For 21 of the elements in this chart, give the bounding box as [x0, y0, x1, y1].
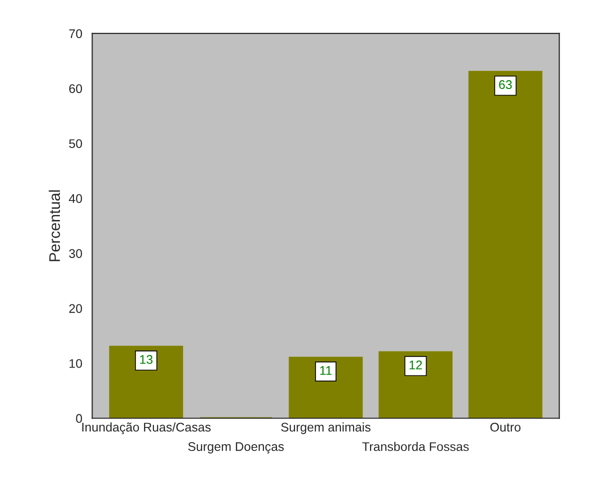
y-tick-label: 40	[68, 194, 82, 204]
y-tick-label: 70	[69, 29, 82, 38]
y-tick-label: 50	[69, 139, 82, 148]
bar	[468, 70, 542, 418]
x-tick-label: Inundação Ruas/Casas	[82, 422, 211, 434]
x-tick-label: Transborda Fossas	[362, 442, 469, 452]
y-tick-label: 10	[70, 359, 82, 368]
data-label: 11	[320, 366, 332, 375]
bar	[109, 346, 184, 418]
x-tick-label: Surgem animais	[281, 422, 370, 434]
y-tick-label: 30	[69, 249, 82, 258]
data-label: 12	[410, 360, 422, 370]
x-tick-label: Outro	[490, 422, 521, 432]
y-axis-title: Percentual	[48, 190, 60, 262]
data-label: 13	[140, 355, 153, 364]
bar	[378, 351, 453, 418]
y-tick-label: 60	[69, 84, 82, 94]
y-tick-label: 0	[76, 414, 82, 423]
x-tick-label: Surgem Doenças	[188, 442, 284, 454]
y-tick-label: 20	[69, 304, 82, 313]
data-label: 63	[499, 80, 512, 90]
